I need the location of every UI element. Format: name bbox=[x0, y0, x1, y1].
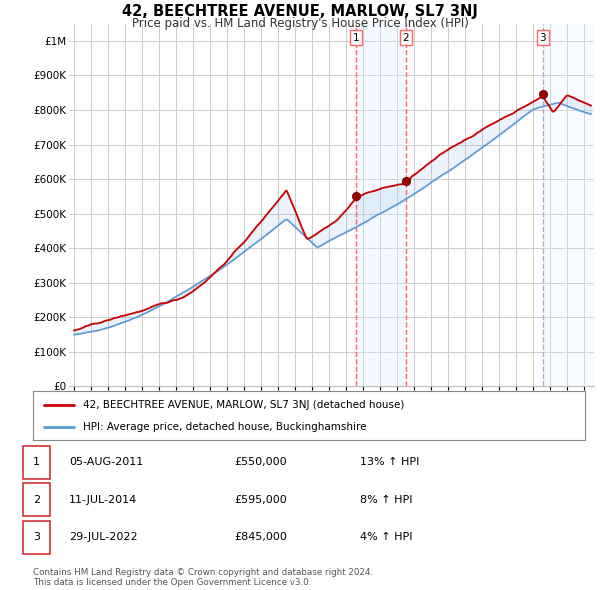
Text: 42, BEECHTREE AVENUE, MARLOW, SL7 3NJ (detached house): 42, BEECHTREE AVENUE, MARLOW, SL7 3NJ (d… bbox=[83, 399, 404, 409]
Text: 3: 3 bbox=[33, 532, 40, 542]
Text: 1: 1 bbox=[353, 32, 359, 42]
Text: £595,000: £595,000 bbox=[234, 495, 287, 504]
Text: HPI: Average price, detached house, Buckinghamshire: HPI: Average price, detached house, Buck… bbox=[83, 422, 366, 432]
Text: £845,000: £845,000 bbox=[234, 532, 287, 542]
Text: £550,000: £550,000 bbox=[234, 457, 287, 467]
Text: 1: 1 bbox=[33, 457, 40, 467]
Bar bbox=[356, 24, 406, 386]
Text: 3: 3 bbox=[539, 32, 546, 42]
Text: Contains HM Land Registry data © Crown copyright and database right 2024.
This d: Contains HM Land Registry data © Crown c… bbox=[33, 568, 373, 587]
Text: 42, BEECHTREE AVENUE, MARLOW, SL7 3NJ: 42, BEECHTREE AVENUE, MARLOW, SL7 3NJ bbox=[122, 4, 478, 19]
Text: Price paid vs. HM Land Registry's House Price Index (HPI): Price paid vs. HM Land Registry's House … bbox=[131, 17, 469, 30]
Text: 2: 2 bbox=[403, 32, 409, 42]
Text: 4% ↑ HPI: 4% ↑ HPI bbox=[360, 532, 413, 542]
Text: 05-AUG-2011: 05-AUG-2011 bbox=[69, 457, 143, 467]
Bar bbox=[542, 24, 594, 386]
Text: 2: 2 bbox=[33, 495, 40, 504]
Text: 11-JUL-2014: 11-JUL-2014 bbox=[69, 495, 137, 504]
Text: 8% ↑ HPI: 8% ↑ HPI bbox=[360, 495, 413, 504]
Text: 13% ↑ HPI: 13% ↑ HPI bbox=[360, 457, 419, 467]
Text: 29-JUL-2022: 29-JUL-2022 bbox=[69, 532, 137, 542]
